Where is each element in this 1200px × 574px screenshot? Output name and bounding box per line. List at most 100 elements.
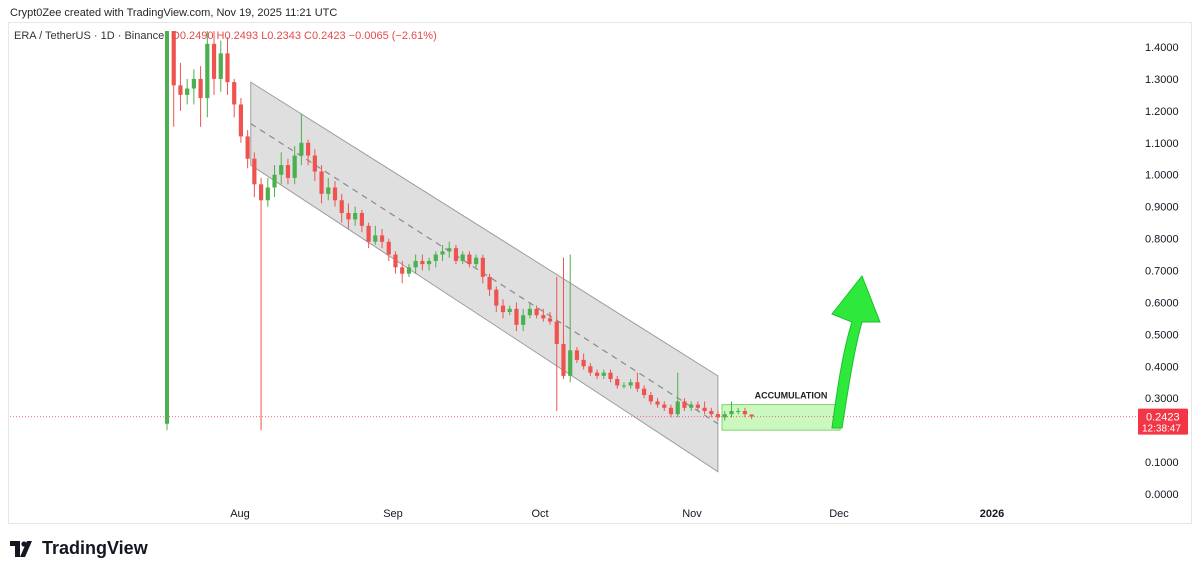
candle-body xyxy=(689,404,694,408)
y-axis-label: 0.9000 xyxy=(1145,202,1179,214)
candle-body xyxy=(742,410,748,415)
candle-body xyxy=(292,155,297,178)
candle-body xyxy=(500,305,506,313)
candle-body xyxy=(474,257,479,265)
candle-body xyxy=(319,171,324,194)
candle-body xyxy=(487,276,492,290)
candle-body xyxy=(709,410,714,415)
y-axis-label: 0.7000 xyxy=(1145,266,1179,278)
candle-body xyxy=(191,78,196,89)
last-price-tag xyxy=(1138,408,1188,435)
candle-body xyxy=(279,165,284,175)
candle-body xyxy=(453,248,459,261)
candle-body xyxy=(736,410,741,412)
candle-body xyxy=(588,366,593,373)
legend-close: C0.2423 xyxy=(304,30,346,42)
candle-body xyxy=(648,395,653,402)
candle-body xyxy=(353,213,358,220)
y-axis-label: 0.1000 xyxy=(1145,457,1179,469)
candle-body xyxy=(561,343,566,376)
candle-body xyxy=(272,174,277,188)
candle-body xyxy=(494,289,499,306)
attribution-text: Crypt0Zee created with TradingView.com, … xyxy=(10,7,338,19)
y-axis-label: 1.4000 xyxy=(1145,42,1179,54)
accumulation-zone xyxy=(721,404,841,431)
candle-body xyxy=(406,267,412,274)
candle-body xyxy=(359,213,364,226)
tradingview-logo[interactable]: TradingView xyxy=(10,538,148,559)
symbol-title[interactable]: ERA / TetherUS · 1D · Binance xyxy=(14,30,165,42)
candle-body xyxy=(682,401,687,408)
candle-body xyxy=(198,78,203,99)
candle-body xyxy=(594,372,600,376)
candle-body xyxy=(306,142,311,156)
y-axis-label: 1.1000 xyxy=(1145,138,1179,150)
y-axis-label: 0.5000 xyxy=(1145,329,1179,341)
candle-body xyxy=(621,385,627,387)
candle-body xyxy=(467,254,472,265)
x-axis-label: 2026 xyxy=(980,508,1004,520)
accumulation-label: ACCUMULATION xyxy=(755,391,828,401)
candle-body xyxy=(668,407,674,415)
candle-body xyxy=(440,251,445,255)
candle-body xyxy=(581,359,586,367)
candle-body xyxy=(642,388,647,396)
y-axis-label: 0.8000 xyxy=(1145,234,1179,246)
x-axis-label: Dec xyxy=(829,508,849,520)
candle-body xyxy=(715,414,721,418)
candle-body xyxy=(601,372,606,376)
y-axis-label: 0.4000 xyxy=(1145,361,1179,373)
x-axis-label: Aug xyxy=(230,508,250,520)
candle-body xyxy=(265,187,270,201)
candle-body xyxy=(695,404,700,408)
candle-body xyxy=(541,315,546,319)
y-axis-label: 1.3000 xyxy=(1145,74,1179,86)
candle-body xyxy=(326,187,331,194)
symbol-legend: ERA / TetherUS · 1D · Binance O0.2490 H0… xyxy=(14,30,437,42)
bullish-arrow xyxy=(831,275,881,429)
candle-body xyxy=(232,82,237,105)
candle-body xyxy=(480,257,485,277)
candle-body xyxy=(568,350,573,376)
candle-body xyxy=(675,401,680,415)
candle-body xyxy=(211,43,217,79)
candle-body xyxy=(447,248,452,252)
tradingview-logo-icon xyxy=(10,540,32,557)
candle-body xyxy=(218,53,223,79)
candle-body xyxy=(252,158,257,185)
candle-body xyxy=(635,382,640,389)
legend-change: −0.0065 (−2.61%) xyxy=(348,30,437,42)
candle-body xyxy=(460,254,465,261)
candle-body xyxy=(373,235,378,242)
candle-body xyxy=(366,225,371,242)
candle-body xyxy=(420,260,425,265)
last-price-value: 0.2423 xyxy=(1146,412,1180,424)
candle-body xyxy=(749,414,754,417)
tradingview-logo-text: TradingView xyxy=(42,538,148,558)
candle-body xyxy=(185,88,190,95)
y-axis-label: 0.0000 xyxy=(1145,489,1179,501)
candle-body xyxy=(393,254,398,268)
candle-body xyxy=(171,31,176,86)
candle-body xyxy=(346,213,351,220)
y-axis-label: 1.2000 xyxy=(1145,106,1179,118)
candle-body xyxy=(521,315,526,325)
candle-countdown: 12:38:47 xyxy=(1142,424,1181,435)
candle-body xyxy=(507,308,512,313)
candle-body xyxy=(285,165,291,178)
candle-body xyxy=(400,267,405,274)
candle-body xyxy=(258,184,264,201)
candle-body xyxy=(574,350,580,360)
candle-body xyxy=(608,372,613,380)
candle-body xyxy=(205,43,210,99)
candle-body xyxy=(312,155,317,172)
candle-body xyxy=(332,187,338,201)
chart-panel[interactable] xyxy=(8,22,1192,524)
candle-body xyxy=(178,85,183,95)
candle-body xyxy=(729,410,734,415)
legend-open: O0.2490 xyxy=(171,30,214,42)
candle-body xyxy=(722,414,727,418)
candle-body xyxy=(655,401,660,405)
candle-body xyxy=(225,53,230,83)
